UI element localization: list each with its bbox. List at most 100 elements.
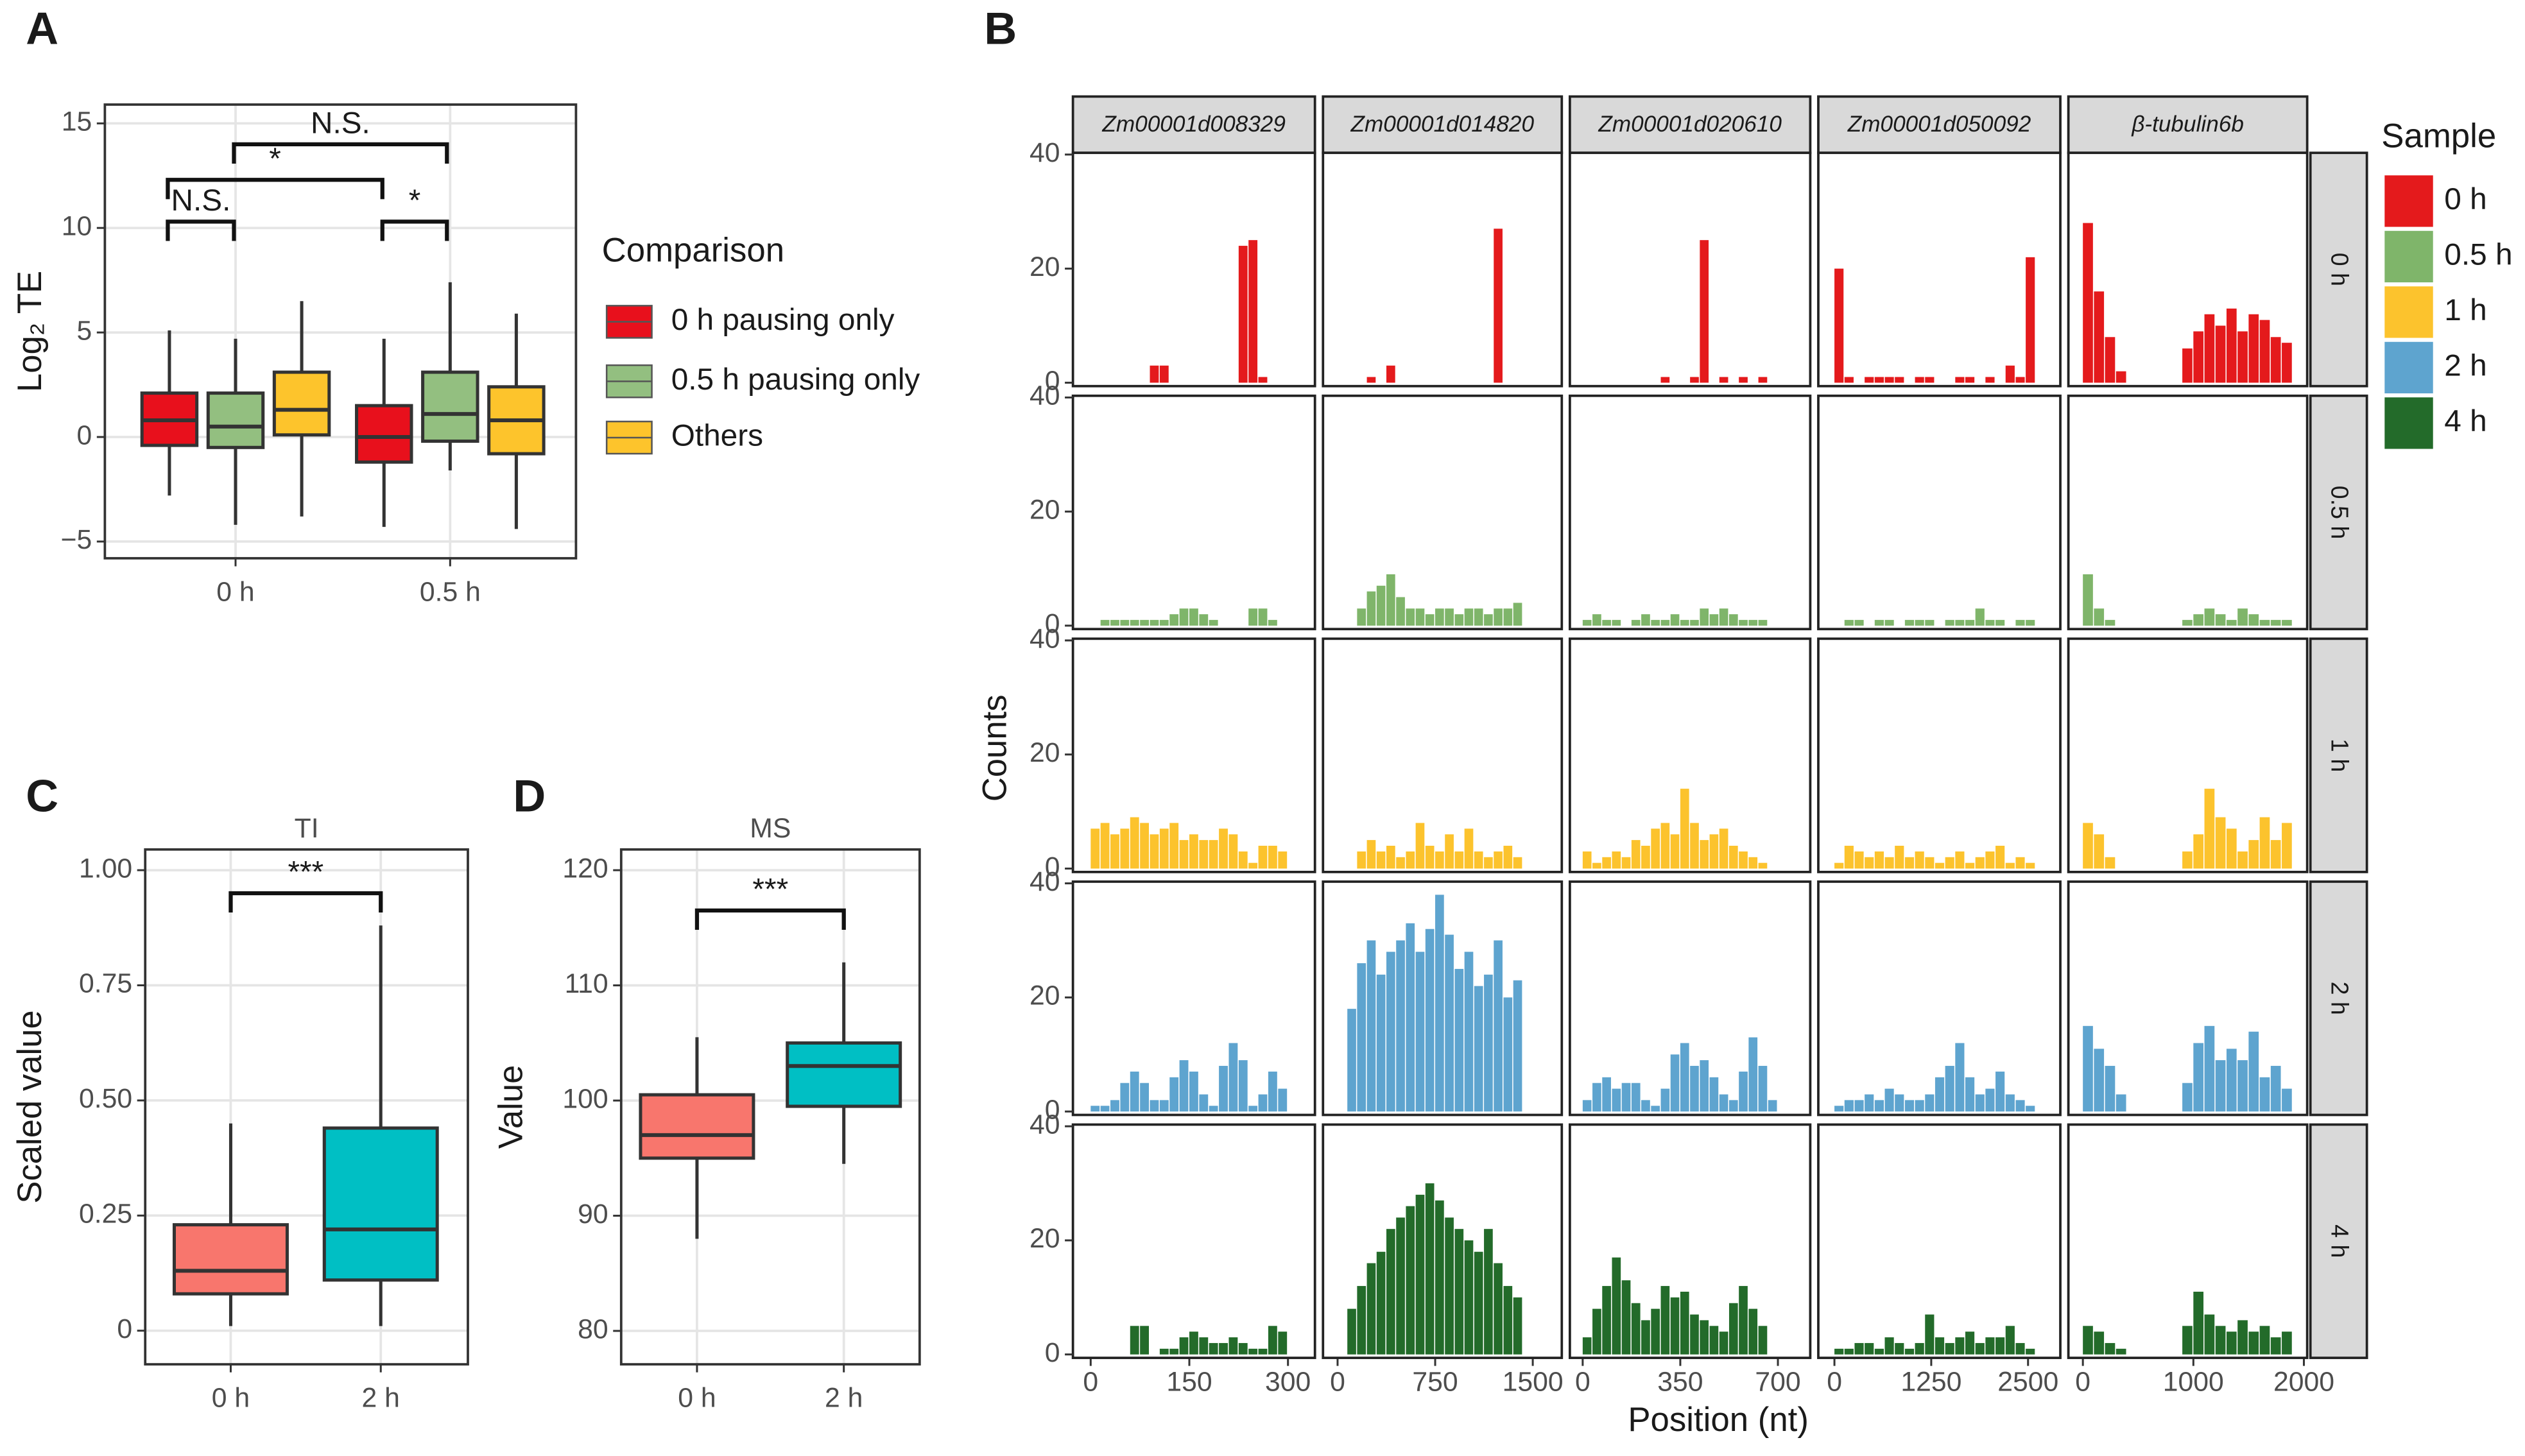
histogram-bar [1159, 1100, 1169, 1112]
histogram-bar [2193, 1291, 2204, 1355]
box [206, 391, 265, 449]
histogram-bar [1140, 1083, 1150, 1112]
plot-border [619, 848, 921, 1366]
histogram-bar [1985, 377, 1995, 383]
histogram-bar [1120, 1083, 1130, 1112]
histogram-bar [1238, 851, 1248, 869]
histogram-bar [1719, 828, 1728, 869]
histogram-bar [1739, 1286, 1748, 1355]
box [272, 370, 331, 437]
histogram-bar [1406, 1206, 1415, 1355]
histogram-bar [1494, 940, 1503, 1112]
y-tick-label: 0 [1045, 1337, 1060, 1368]
y-tick-label: 120 [562, 853, 608, 884]
legend-label: 0.5 h pausing only [671, 363, 920, 397]
histogram-bar [1748, 1308, 1758, 1355]
y-axis-title: Value [492, 1065, 530, 1149]
histogram-bar [1445, 934, 1454, 1112]
y-tick-label: 90 [578, 1199, 608, 1229]
y-tick-label: 40 [1030, 623, 1060, 654]
histogram-bar [1739, 620, 1748, 626]
histogram-bar [1670, 1297, 1680, 1355]
histogram-bar [2182, 851, 2193, 869]
histogram-bar [2259, 817, 2270, 869]
histogram-bar [2193, 331, 2204, 383]
legend-label: 0 h [2444, 182, 2486, 216]
histogram-bar [1895, 846, 1904, 869]
histogram-bar [1357, 963, 1366, 1112]
histogram-bar [1621, 857, 1631, 869]
y-tick-label: 100 [562, 1083, 608, 1114]
histogram-bar [1435, 1200, 1444, 1355]
x-tick-label: 0.5 h [420, 576, 481, 607]
histogram-bar [1140, 823, 1150, 869]
histogram-bar [2259, 620, 2270, 626]
histogram-bar [1719, 1094, 1728, 1112]
panel-letter: B [984, 3, 1017, 54]
histogram-bar [1445, 608, 1454, 626]
x-tick-label: 0 [2075, 1366, 2090, 1397]
facet-border [1817, 1123, 2062, 1359]
histogram-bar [2204, 314, 2215, 383]
y-tick-label: 40 [1030, 866, 1060, 897]
histogram-bar [1690, 377, 1699, 383]
histogram-bar [1494, 1263, 1503, 1355]
histogram-bar [1955, 1043, 1965, 1112]
x-tick-label: 0 [1575, 1366, 1590, 1397]
histogram-bar [1651, 620, 1660, 626]
histogram-bar [1748, 620, 1758, 626]
histogram-bar [1748, 857, 1758, 869]
histogram-bar [1248, 608, 1258, 626]
histogram-bar [1228, 1043, 1238, 1112]
histogram-bar [1955, 851, 1965, 869]
histogram-bar [1494, 608, 1503, 626]
box [786, 1041, 902, 1108]
y-tick-label: 0 [77, 420, 92, 450]
histogram-bar [2237, 851, 2248, 869]
histogram-bar [2204, 1314, 2215, 1355]
facet-border [1817, 880, 2062, 1117]
histogram-bar [1503, 997, 1513, 1112]
histogram-bar [1248, 1348, 1258, 1355]
facet-strip [2067, 95, 2309, 155]
facet-border [1322, 394, 1564, 631]
histogram-bar [1700, 1060, 1709, 1112]
significance-label: N.S. [171, 184, 231, 218]
x-tick-label: 700 [1755, 1366, 1800, 1397]
facet-strip [2309, 1123, 2368, 1359]
histogram-bar [1268, 1326, 1277, 1355]
histogram-bar [1651, 828, 1660, 869]
facet-border [2067, 1123, 2309, 1359]
histogram-bar [1454, 1229, 1464, 1355]
histogram-bar [1120, 828, 1130, 869]
histogram-bar [1985, 1337, 1995, 1355]
histogram-bar [1621, 1280, 1631, 1355]
box [355, 404, 413, 464]
histogram-bar [1150, 620, 1159, 626]
histogram-bar [1925, 857, 1935, 869]
histogram-bar [2215, 614, 2226, 626]
y-tick-label: 15 [62, 107, 92, 137]
histogram-bar [1709, 614, 1719, 626]
facet-border [1568, 1123, 1812, 1359]
histogram-bar [2270, 620, 2281, 626]
histogram-bar [1915, 1100, 1924, 1112]
facet-panel [1569, 153, 1811, 386]
histogram-bar [1169, 1348, 1179, 1355]
plot-border [103, 103, 578, 560]
histogram-bar [2270, 840, 2281, 869]
histogram-bar [2094, 291, 2105, 383]
histogram-bar [2270, 1337, 2281, 1355]
facet-strip [1071, 95, 1316, 155]
facet-strip-label: 0 h [2326, 253, 2353, 286]
histogram-bar [1844, 1100, 1854, 1112]
facet-panel [1073, 1124, 1315, 1358]
histogram-bar [2282, 1332, 2292, 1355]
histogram-bar [2083, 1326, 2093, 1355]
histogram-bar [2282, 1088, 2292, 1112]
facet-strip [2309, 394, 2368, 631]
facet-border [2067, 637, 2309, 873]
facet-strip [2309, 637, 2368, 873]
histogram-bar [1874, 851, 1884, 869]
box [421, 370, 479, 443]
